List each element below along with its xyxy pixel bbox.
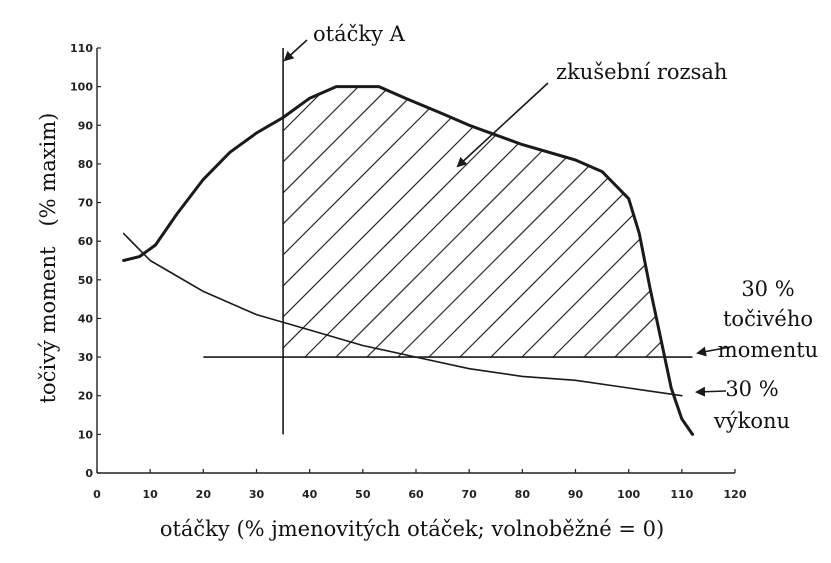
y-tick-label: 0 <box>85 467 93 480</box>
torque-30-label-line2: točivého <box>723 307 813 331</box>
y-tick-label: 80 <box>78 158 94 171</box>
power-30-curve <box>122 232 683 397</box>
y-ticks: 0 10 20 30 40 50 60 70 80 90 100 110 <box>70 42 101 480</box>
hatch-line <box>591 86 665 358</box>
x-tick-label: 20 <box>196 488 212 501</box>
hatch-line <box>283 86 665 358</box>
hatch-line <box>283 86 665 358</box>
test-range-hatching <box>0 53 831 473</box>
y-tick-label: 60 <box>78 235 94 248</box>
y-tick-label: 70 <box>78 197 94 210</box>
x-tick-label: 50 <box>355 488 371 501</box>
x-tick-label: 10 <box>143 488 159 501</box>
x-tick-label: 90 <box>568 488 584 501</box>
hatch-line <box>312 86 665 358</box>
full-load-torque-curve <box>122 85 694 436</box>
y-axis-label: točivý moment (% maxim) <box>36 113 60 404</box>
hatch-line <box>283 86 362 358</box>
x-tick-label: 120 <box>724 488 747 501</box>
hatch-line <box>283 86 393 358</box>
speed-a-arrow <box>283 39 308 62</box>
y-tick-label: 10 <box>78 428 94 441</box>
power-30-label-line2: výkonu <box>713 409 790 433</box>
hatch-line <box>0 53 206 473</box>
y-tick-label: 40 <box>78 312 94 325</box>
hatch-line <box>283 86 424 358</box>
x-axis-label: otáčky (% jmenovitých otáček; volnoběžné… <box>160 517 664 541</box>
torque-30-arrow <box>696 346 731 357</box>
hatch-line <box>0 53 175 473</box>
hatch-line <box>283 86 548 358</box>
x-tick-label: 60 <box>408 488 424 501</box>
hatch-line <box>283 86 579 358</box>
hatch-line <box>283 86 486 358</box>
x-tick-label: 70 <box>462 488 478 501</box>
axes <box>96 48 735 474</box>
torque-30-label-line3: momentu <box>718 338 818 362</box>
power-30-arrow <box>695 386 727 397</box>
hatch-line <box>0 53 20 473</box>
test-range-arrow <box>456 82 549 168</box>
y-tick-label: 20 <box>78 390 94 403</box>
y-tick-label: 90 <box>78 119 94 132</box>
torque-30-label-line1: 30 % <box>741 277 794 301</box>
x-tick-label: 100 <box>617 488 640 501</box>
y-tick-label: 30 <box>78 351 94 364</box>
y-tick-label: 50 <box>78 274 94 287</box>
test-range-label: zkušební rozsah <box>556 60 727 84</box>
x-tick-label: 80 <box>515 488 531 501</box>
y-tick-label: 110 <box>70 42 93 55</box>
hatch-line <box>283 86 455 358</box>
x-tick-label: 110 <box>670 488 693 501</box>
x-tick-label: 30 <box>249 488 265 501</box>
power-30-label-line1: 30 % <box>725 377 778 401</box>
x-tick-label: 0 <box>93 488 101 501</box>
x-ticks: 0 10 20 30 40 50 60 70 80 90 100 110 120 <box>93 469 747 501</box>
speed-a-label: otáčky A <box>313 22 406 46</box>
hatch-line <box>0 53 144 473</box>
hatch-line <box>283 86 610 358</box>
curves <box>122 85 694 436</box>
hatch-line <box>405 86 665 358</box>
hatch-line <box>560 86 665 358</box>
y-tick-label: 100 <box>70 81 93 94</box>
x-tick-label: 40 <box>302 488 318 501</box>
hatch-line <box>809 53 831 473</box>
hatch-line <box>283 86 517 358</box>
hatch-line <box>343 86 665 358</box>
hatch-line <box>374 86 665 358</box>
